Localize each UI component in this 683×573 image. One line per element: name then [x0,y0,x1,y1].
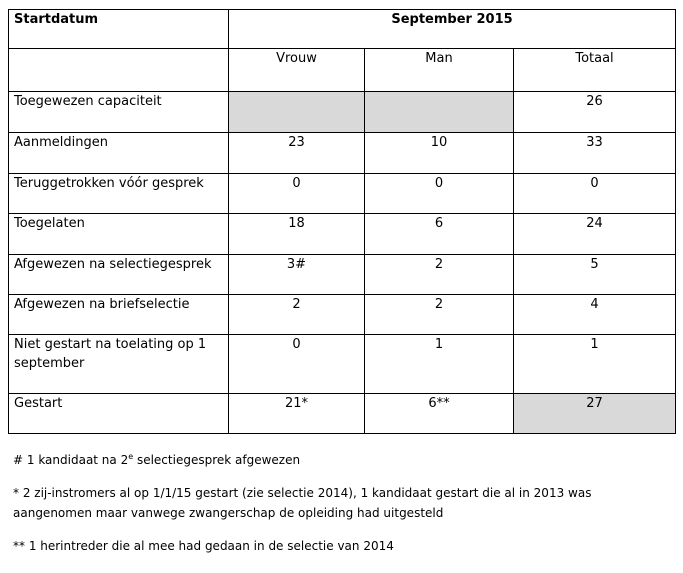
cell-totaal: 5 [512,254,677,295]
cell-vrouw: 3# [228,254,365,295]
cell-vrouw: 0 [228,173,365,214]
row-label: Aanmeldingen [8,132,229,174]
table-row: Toegelaten 18 6 24 [8,213,677,255]
row-label: Teruggetrokken vóór gesprek [8,173,229,214]
table-row: Aanmeldingen 23 10 33 [8,132,677,174]
cell-man: 2 [364,294,514,335]
cell-man [364,91,514,133]
row-label: Gestart [8,393,229,434]
header-totaal: Totaal [512,48,677,92]
header-row-period: Startdatum September 2015 [8,9,677,49]
table-row: Niet gestart na toelating op 1 september… [8,334,677,394]
row-label: Toegelaten [8,213,229,255]
footnote-asterisk: * 2 zij-instromers al op 1/1/15 gestart … [13,486,592,520]
header-period: September 2015 [227,9,677,49]
table-row: Afgewezen na briefselectie 2 2 4 [8,294,677,335]
cell-man: 6 [364,213,514,255]
cell-vrouw [228,91,365,133]
row-label: Toegewezen capaciteit [8,91,229,133]
cell-man: 10 [364,132,514,174]
cell-totaal: 27 [512,393,677,434]
cell-man: 1 [364,334,514,394]
cell-totaal: 24 [512,213,677,255]
cell-vrouw: 18 [228,213,365,255]
cell-totaal: 1 [512,334,677,394]
footnote-hash: # 1 kandidaat na 2e selectiegesprek afge… [13,450,673,470]
table-row: Toegewezen capaciteit 26 [8,91,677,133]
footnote-hash-superscript: e [128,452,134,461]
cell-man: 6** [364,393,514,434]
header-man: Man [364,48,514,92]
cell-vrouw: 2 [228,294,365,335]
footnote-hash-text-end: selectiegesprek afgewezen [133,453,301,467]
row-label: Niet gestart na toelating op 1 september [8,334,229,394]
row-label: Afgewezen na briefselectie [8,294,229,335]
cell-totaal: 4 [512,294,677,335]
selection-table: Startdatum September 2015 Vrouw Man Tota… [8,9,677,434]
table-row: Gestart 21* 6** 27 [8,393,677,434]
table-row: Afgewezen na selectiegesprek 3# 2 5 [8,254,677,295]
table-row: Teruggetrokken vóór gesprek 0 0 0 [8,173,677,214]
cell-man: 2 [364,254,514,295]
row-label: Afgewezen na selectiegesprek [8,254,229,295]
cell-man: 0 [364,173,514,214]
cell-totaal: 33 [512,132,677,174]
footnote-hash-text: # 1 kandidaat na 2 [13,453,129,467]
cell-vrouw: 0 [228,334,365,394]
header-startdatum: Startdatum [8,9,229,49]
cell-vrouw: 21* [228,393,365,434]
footnote-double-asterisk: ** 1 herintreder die al mee had gedaan i… [13,539,394,553]
cell-totaal: 0 [512,173,677,214]
cell-vrouw: 23 [228,132,365,174]
header-row-columns: Vrouw Man Totaal [8,48,677,92]
footnotes: # 1 kandidaat na 2e selectiegesprek afge… [13,450,673,556]
cell-totaal: 26 [512,91,677,133]
header-empty-cell [8,48,229,92]
header-vrouw: Vrouw [228,48,365,92]
